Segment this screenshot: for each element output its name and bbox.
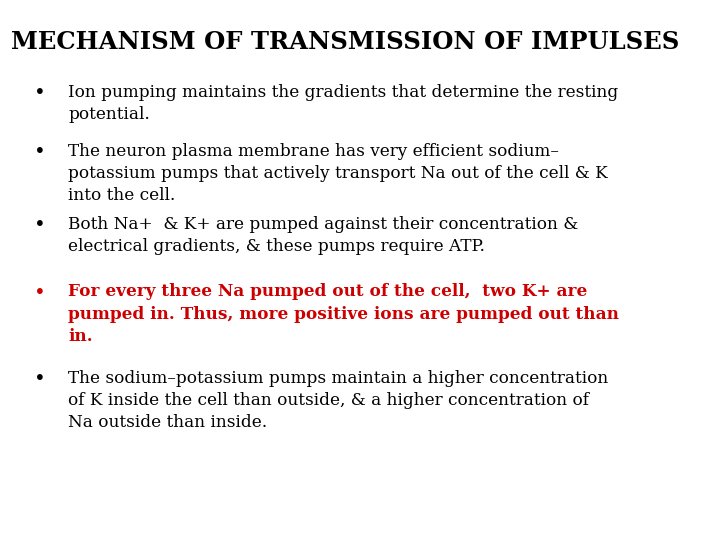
Text: The sodium–potassium pumps maintain a higher concentration
of K inside the cell : The sodium–potassium pumps maintain a hi… [68, 370, 608, 431]
Text: MECHANISM OF TRANSMISSION OF IMPULSES: MECHANISM OF TRANSMISSION OF IMPULSES [11, 30, 680, 53]
Text: •: • [34, 84, 45, 103]
Text: Ion pumping maintains the gradients that determine the resting
potential.: Ion pumping maintains the gradients that… [68, 84, 618, 123]
Text: For every three Na pumped out of the cell,  two K+ are
pumped in. Thus, more pos: For every three Na pumped out of the cel… [68, 284, 619, 345]
Text: •: • [34, 143, 45, 162]
Text: •: • [34, 370, 45, 389]
Text: •: • [34, 216, 45, 235]
Text: Both Na+  & K+ are pumped against their concentration &
electrical gradients, & : Both Na+ & K+ are pumped against their c… [68, 216, 579, 255]
Text: The neuron plasma membrane has very efficient sodium–
potassium pumps that activ: The neuron plasma membrane has very effi… [68, 143, 608, 205]
Text: •: • [34, 284, 45, 302]
